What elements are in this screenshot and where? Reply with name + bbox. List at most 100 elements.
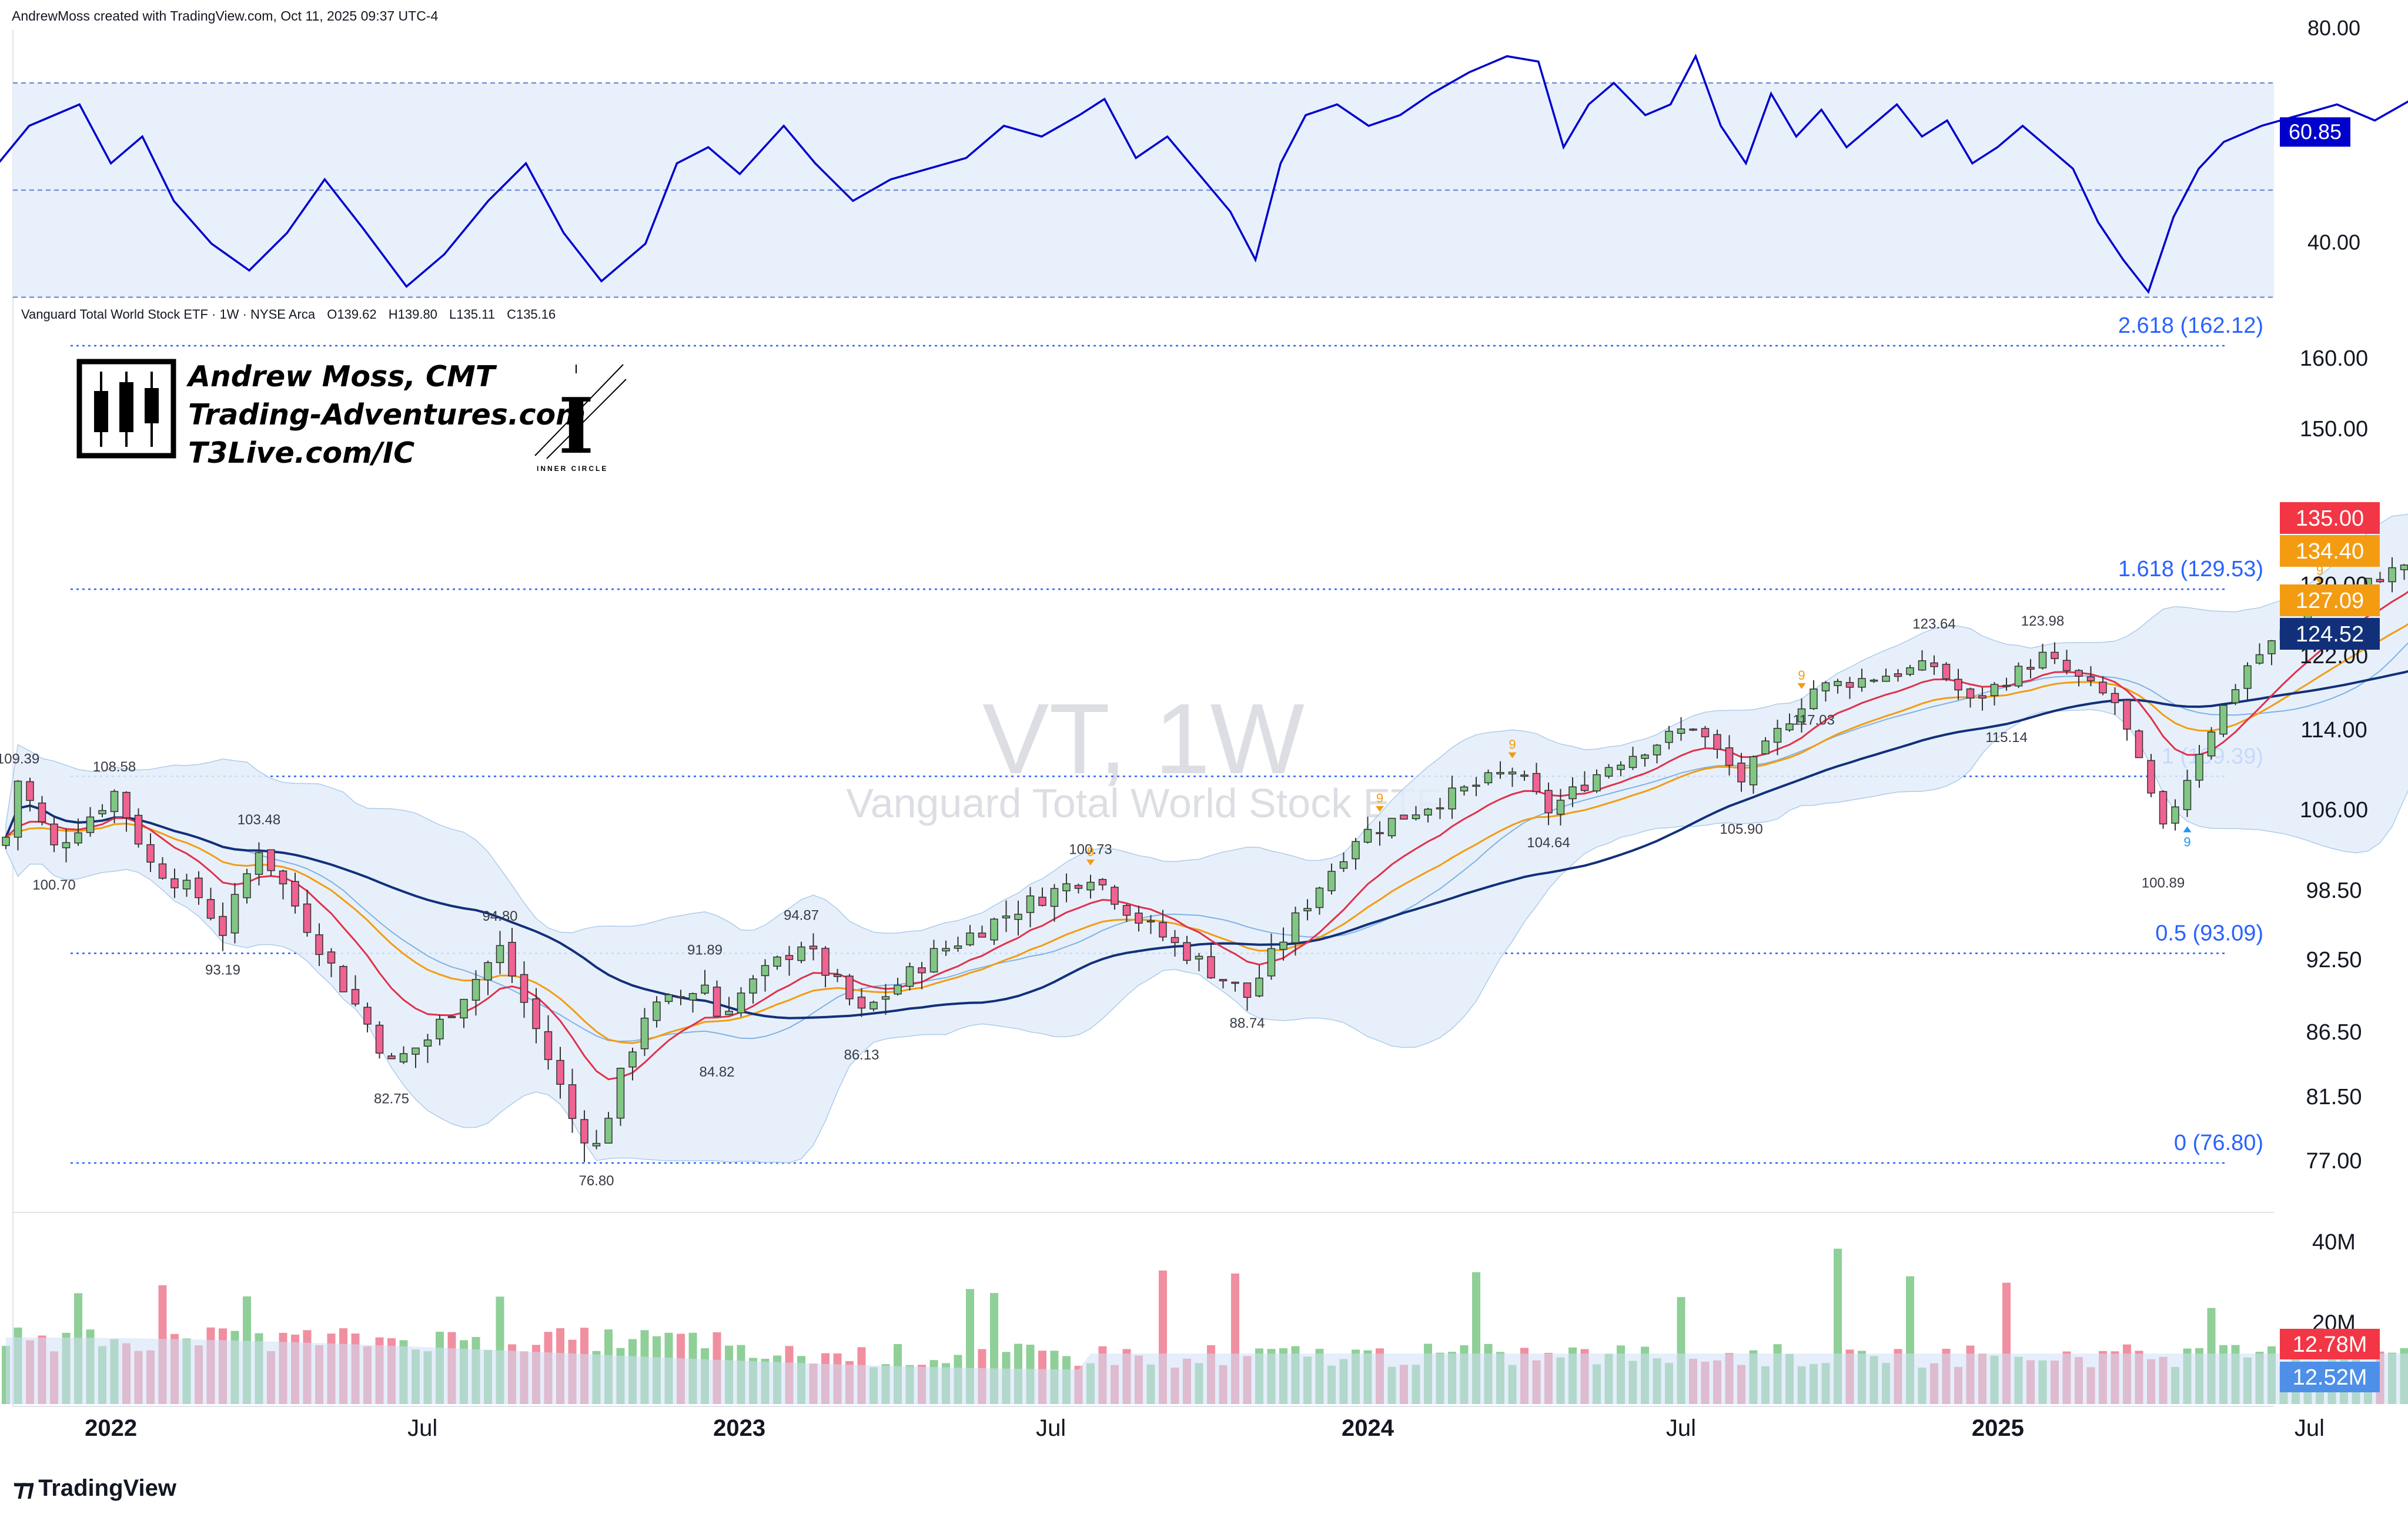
inner-circle-logo-icon: I bbox=[529, 356, 629, 471]
candle-body bbox=[26, 781, 34, 801]
candle-body bbox=[1725, 747, 1734, 766]
bollinger-band bbox=[5, 514, 2408, 1164]
candle-body bbox=[677, 996, 685, 998]
candle-body bbox=[1472, 784, 1480, 787]
candle-body bbox=[520, 974, 529, 1003]
candle-body bbox=[1653, 744, 1661, 756]
candle-body bbox=[1593, 774, 1601, 791]
candle-body bbox=[580, 1119, 588, 1144]
candle-body bbox=[773, 956, 781, 967]
candle-body bbox=[1737, 763, 1745, 783]
td-sell-count: 9 bbox=[1509, 737, 1516, 752]
candle-body bbox=[2159, 791, 2168, 825]
author-name: Andrew Moss, CMT bbox=[188, 360, 496, 393]
candle-body bbox=[1387, 818, 1396, 837]
candle-body bbox=[98, 810, 106, 814]
candle-body bbox=[628, 1051, 637, 1068]
candle-body bbox=[1869, 679, 1878, 682]
candle-body bbox=[471, 978, 480, 1001]
candle-body bbox=[1930, 662, 1938, 667]
price-axis-tick: 81.50 bbox=[2306, 1085, 2362, 1109]
candle-body bbox=[1797, 708, 1806, 723]
pivot-label: 84.82 bbox=[699, 1064, 734, 1080]
ohlc-open: O139.62 bbox=[327, 307, 377, 322]
candle-body bbox=[2207, 731, 2216, 757]
candle-body bbox=[134, 814, 143, 845]
candle-body bbox=[1918, 660, 1927, 671]
candle-body bbox=[1544, 790, 1553, 814]
candle-body bbox=[918, 967, 926, 974]
candle-body bbox=[1339, 861, 1348, 869]
candle-body bbox=[74, 832, 82, 844]
candle-body bbox=[1532, 773, 1541, 793]
volume-ma-tag bbox=[2280, 1362, 2380, 1392]
price-axis-tick: 150.00 bbox=[2300, 417, 2368, 442]
candle-body bbox=[894, 984, 902, 995]
candle-body bbox=[219, 915, 227, 936]
fib-level-label: 0.5 (93.09) bbox=[2155, 921, 2263, 945]
candle-body bbox=[375, 1024, 384, 1054]
candle-body bbox=[604, 1118, 613, 1144]
volume-ma-value: 12.52M bbox=[2293, 1365, 2367, 1390]
candle-body bbox=[182, 880, 191, 890]
candle-body bbox=[2183, 780, 2192, 810]
time-axis-label: Jul bbox=[1666, 1415, 1696, 1441]
candle-body bbox=[1508, 771, 1517, 775]
tradingview-brand-label: TradingView bbox=[38, 1475, 176, 1501]
symbol-title[interactable]: Vanguard Total World Stock ETF · 1W · NY… bbox=[21, 307, 316, 322]
candle-body bbox=[1170, 937, 1179, 943]
candle-body bbox=[2267, 640, 2276, 654]
candle-body bbox=[2123, 700, 2131, 730]
candle-body bbox=[1122, 905, 1131, 916]
candle-body bbox=[821, 948, 830, 976]
candle-body bbox=[1677, 728, 1685, 734]
candle-body bbox=[2099, 681, 2107, 694]
td-sell-count: 9 bbox=[1376, 791, 1383, 806]
candle-body bbox=[797, 946, 805, 961]
candle-body bbox=[2051, 651, 2059, 659]
candle-body bbox=[447, 1016, 456, 1018]
price-axis-tick: 98.50 bbox=[2306, 878, 2362, 903]
candle-body bbox=[1159, 922, 1167, 938]
ema-mid-line bbox=[5, 623, 2408, 1044]
candle-body bbox=[1460, 786, 1469, 791]
candlestick-logo-icon bbox=[76, 359, 176, 462]
td-buy-count: 9 bbox=[2183, 835, 2190, 850]
candle-body bbox=[556, 1060, 564, 1085]
candle-body bbox=[532, 998, 540, 1030]
price-label-tag bbox=[2280, 618, 2380, 650]
candle-body bbox=[1834, 681, 1842, 686]
price-axis-tick: 106.00 bbox=[2300, 798, 2368, 823]
candle-body bbox=[230, 894, 239, 934]
candle-body bbox=[1243, 982, 1252, 998]
candle-body bbox=[1315, 887, 1324, 908]
pivot-label: 108.58 bbox=[93, 759, 136, 775]
watermark-symbol: VT, 1W bbox=[982, 683, 1305, 795]
candle-body bbox=[86, 816, 95, 833]
fib-level-label: 0 (76.80) bbox=[2174, 1131, 2263, 1155]
candle-body bbox=[110, 791, 119, 813]
pivot-label: 104.64 bbox=[1527, 835, 1570, 851]
price-axis-tick: 160.00 bbox=[2300, 346, 2368, 371]
candle-body bbox=[592, 1142, 601, 1147]
time-axis-label: Jul bbox=[1036, 1415, 1066, 1441]
candle-body bbox=[2038, 651, 2047, 669]
tradingview-brand[interactable]: ⁊⁊ TradingView bbox=[13, 1475, 176, 1502]
tradingview-logo-icon: ⁊⁊ bbox=[13, 1475, 35, 1501]
candle-body bbox=[2014, 666, 2023, 687]
candle-body bbox=[809, 945, 818, 950]
ohlc-close: C135.16 bbox=[507, 307, 556, 322]
candle-body bbox=[1412, 814, 1420, 820]
candle-body bbox=[2255, 654, 2264, 664]
author-link: T3Live.com/IC bbox=[188, 436, 415, 470]
candle-body bbox=[460, 998, 468, 1019]
pivot-label: 88.74 bbox=[1229, 1015, 1265, 1031]
td-sell-arrow bbox=[1086, 859, 1095, 865]
candle-body bbox=[1496, 772, 1504, 775]
candle-body bbox=[664, 994, 673, 1002]
candle-body bbox=[1303, 908, 1312, 911]
pivot-label: 91.89 bbox=[687, 943, 723, 958]
candle-body bbox=[869, 1001, 878, 1010]
candle-body bbox=[2243, 665, 2252, 689]
